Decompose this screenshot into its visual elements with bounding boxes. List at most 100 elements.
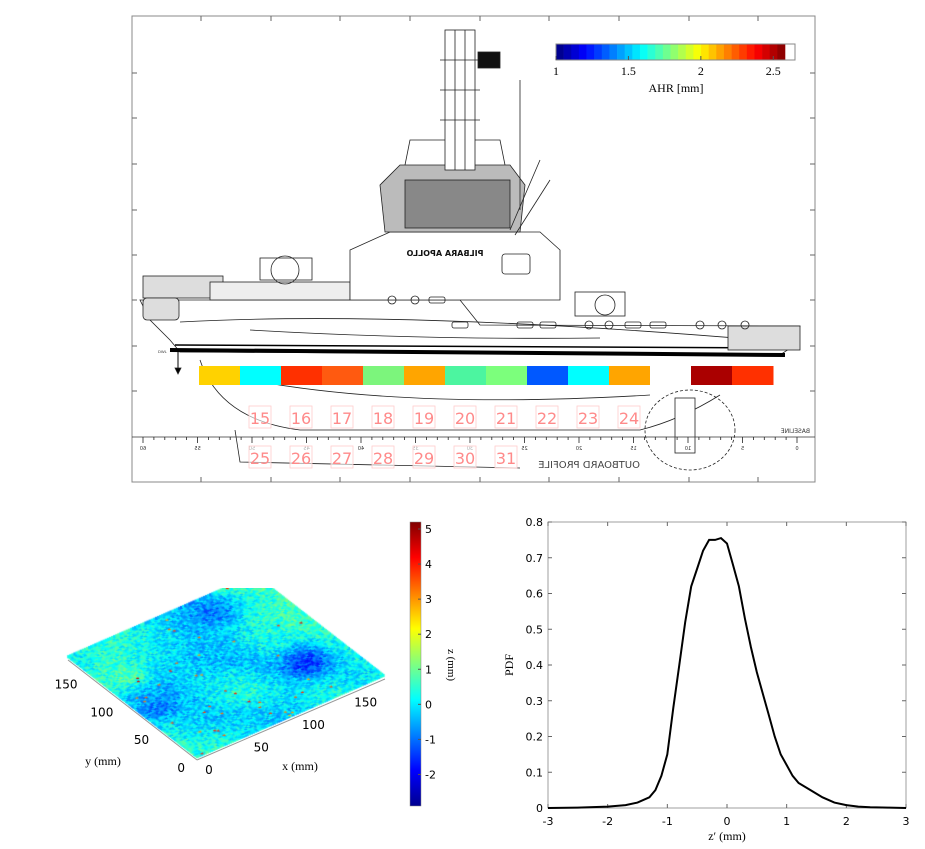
section-label: 30 <box>455 449 475 468</box>
ahr-colorbar-step <box>601 44 610 60</box>
window <box>649 321 667 329</box>
pdf-xtick-label: 3 <box>903 815 910 828</box>
section-label-box <box>412 445 436 469</box>
pdf-plot: -3 -2 -1 0 1 2 300.10.20.30.40.50.60.70.8 PDF … <box>502 516 910 843</box>
section-label: 15 <box>250 409 270 428</box>
section-label-box <box>494 405 518 429</box>
pdf-xtick-label: -2 <box>602 815 613 828</box>
ahr-colorbar-step <box>716 44 725 60</box>
dwl-label: DWL <box>158 349 168 354</box>
porthole <box>604 320 614 330</box>
ahr-colorbar-tick-label: 2.5 <box>766 64 781 78</box>
ahr-strip <box>199 366 774 385</box>
window <box>428 296 446 304</box>
ahr-cell <box>240 366 282 385</box>
pdf-xtick-label: 2 <box>843 815 850 828</box>
porthole <box>584 320 594 330</box>
ruler-tick-label: 25 <box>521 446 527 452</box>
window <box>451 321 469 329</box>
section-label-box <box>453 445 477 469</box>
ahr-cell <box>609 366 651 385</box>
porthole <box>717 320 727 330</box>
pdf-series-line <box>547 536 907 809</box>
ruler-tick-label: 5 <box>741 446 744 452</box>
z-colorbar-tick-label: 2 <box>425 628 432 641</box>
ahr-colorbar-step <box>624 44 633 60</box>
ahr-colorbar: 1 1.5 2 2.5 AHR [mm] <box>553 43 796 95</box>
section-label-box <box>494 445 518 469</box>
z-colorbar-tick-label: -1 <box>425 733 436 746</box>
ruler-tick-label: 60 <box>140 446 146 452</box>
ahr-colorbar-step <box>571 44 580 60</box>
pdf-ytick-label: 0.2 <box>526 731 544 744</box>
pdf-axes-frame <box>547 521 907 809</box>
ahr-colorbar-step <box>632 44 641 60</box>
pdf-ytick-label: 0.6 <box>526 588 544 601</box>
z-colorbar: 5 4 3 2 1 0 -1 -2 z (mm) <box>409 521 457 807</box>
z-colorbar-tick-label: 1 <box>425 663 432 676</box>
pdf-xtick-label: -3 <box>543 815 554 828</box>
ahr-cell <box>404 366 446 385</box>
section-label: 25 <box>250 449 270 468</box>
ahr-colorbar-step <box>731 44 740 60</box>
ahr-colorbar-frame <box>555 43 796 61</box>
ahr-colorbar-step <box>754 44 763 60</box>
x-axis-line <box>196 678 386 761</box>
ahr-colorbar-step <box>563 44 572 60</box>
ahr-colorbar-step <box>578 44 587 60</box>
section-label-box <box>617 405 641 429</box>
section-label-box <box>330 445 354 469</box>
ahr-cell <box>486 366 528 385</box>
surface-xtick-label: 150 <box>354 696 377 710</box>
surface-plot: 0 50 100 150 0 50 100 150 y (mm) x (mm) <box>55 659 386 777</box>
ahr-colorbar-step <box>762 44 771 60</box>
baseline-label: BASELINE <box>781 428 810 435</box>
section-label: 18 <box>373 409 393 428</box>
section-label-box <box>248 405 272 429</box>
pdf-ytick-label: 0.5 <box>526 623 544 636</box>
ahr-colorbar-step <box>556 44 564 60</box>
section-label: 27 <box>332 449 352 468</box>
window <box>539 321 557 329</box>
ahr-colorbar-tick-label: 1.5 <box>621 64 636 78</box>
surface-heightmap <box>60 588 395 763</box>
drawing-title: OUTBOARD PROFILE <box>538 460 640 471</box>
pdf-ytick-label: 0.7 <box>526 552 544 565</box>
section-label-box <box>371 445 395 469</box>
pdf-ytick-label: 0.1 <box>526 766 544 779</box>
ahr-colorbar-step <box>777 44 786 60</box>
section-label-box <box>248 445 272 469</box>
pdf-xtick-label: 1 <box>783 815 790 828</box>
ahr-colorbar-step <box>723 44 732 60</box>
z-colorbar-tick-label: 0 <box>425 698 432 711</box>
vessel-name: PILBARA APOLLO <box>406 249 483 258</box>
ahr-colorbar-step <box>609 44 618 60</box>
z-colorbar-tick-label: -2 <box>425 768 436 781</box>
pdf-ytick-label: 0.3 <box>526 695 544 708</box>
ahr-cell <box>650 366 692 385</box>
ahr-cell <box>281 366 323 385</box>
ahr-colorbar-step <box>701 44 709 60</box>
section-label: 29 <box>414 449 434 468</box>
porthole <box>387 295 397 305</box>
pdf-xlabel: z′ (mm) <box>708 829 746 843</box>
z-colorbar-gradient <box>409 521 422 807</box>
surface-xlabel: x (mm) <box>282 759 318 773</box>
z-colorbar-tick-label: 4 <box>425 558 432 571</box>
pdf-xtick-label: 0 <box>724 815 731 828</box>
window <box>624 321 642 329</box>
section-labels: 15 16 17 18 19 20 21 22 23 24 25 26 27 28 29 30 31 <box>248 405 641 469</box>
z-colorbar-label: z (mm) <box>445 649 457 681</box>
surface-ytick-label: 150 <box>55 678 78 692</box>
section-label: 23 <box>578 409 598 428</box>
ahr-cell <box>732 366 774 385</box>
ship-text: PILBARA APOLLO DWL BASELINE OUTBOARD PRO… <box>158 249 810 471</box>
ahr-colorbar-step <box>639 44 648 60</box>
pdf-xtick-label: -1 <box>662 815 673 828</box>
section-label-box <box>412 405 436 429</box>
ruler-tick-label: 10 <box>685 446 691 452</box>
ruler-tick-label: 55 <box>194 446 200 452</box>
section-label: 31 <box>496 449 516 468</box>
ahr-cell <box>691 366 733 385</box>
surface-ytick-label: 100 <box>90 705 113 719</box>
